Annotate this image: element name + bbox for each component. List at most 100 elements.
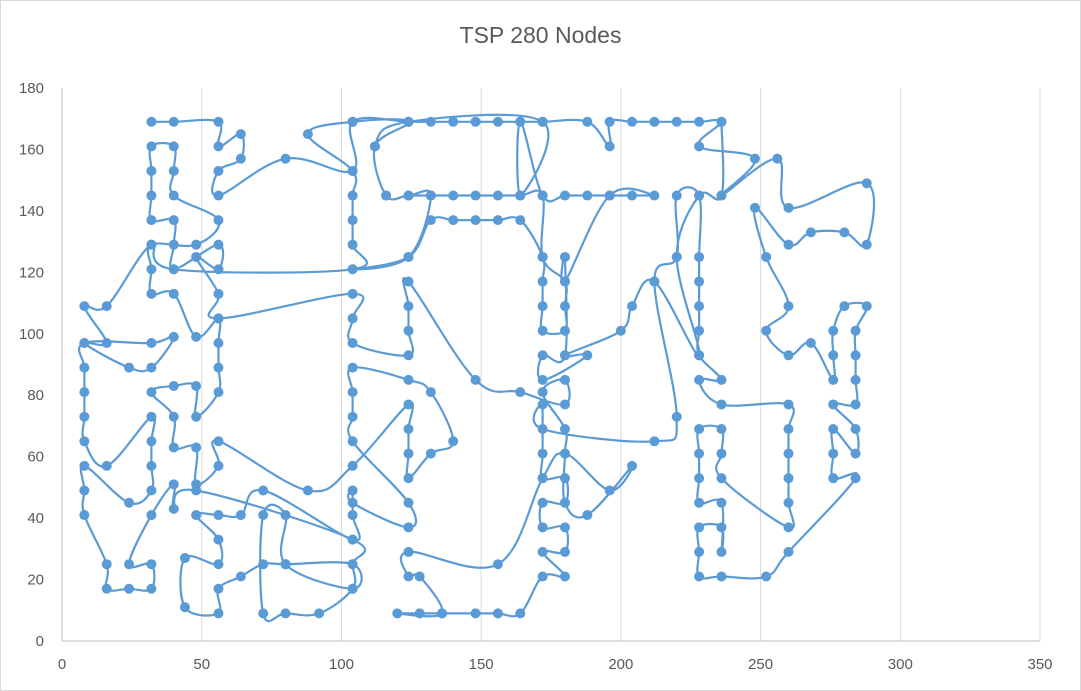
tour-node-marker — [515, 116, 526, 127]
x-tick-labels: 0 50 100 150 200 250 300 350 — [58, 656, 1053, 673]
tour-node-marker — [716, 374, 727, 385]
tour-node-marker — [191, 411, 202, 422]
tour-node-marker — [213, 436, 224, 447]
tour-node-marker — [839, 227, 850, 238]
tour-node-marker — [604, 485, 615, 496]
tour-node-marker — [716, 497, 727, 508]
tour-node-marker — [448, 116, 459, 127]
tour-node-marker — [828, 424, 839, 435]
tour-node-marker — [146, 411, 157, 422]
tour-node-marker — [470, 374, 481, 385]
tour-node-marker — [213, 608, 224, 619]
tour-node-marker — [537, 546, 548, 557]
tour-node-marker — [258, 485, 269, 496]
tour-node-marker — [403, 251, 414, 262]
tour-node-marker — [850, 350, 861, 361]
tour-node-marker — [850, 399, 861, 410]
tour-node-marker — [403, 546, 414, 557]
tour-node-marker — [403, 374, 414, 385]
tour-node-marker — [515, 608, 526, 619]
tour-node-marker — [347, 288, 358, 299]
tour-node-marker — [347, 436, 358, 447]
tour-node-marker — [604, 190, 615, 201]
tour-node-marker — [828, 325, 839, 336]
tour-node-marker — [79, 387, 90, 398]
tour-node-marker — [235, 129, 246, 140]
tour-node-marker — [559, 374, 570, 385]
axes — [61, 88, 1040, 642]
tour-series — [77, 113, 876, 623]
tour-node-marker — [191, 331, 202, 342]
tour-node-marker — [168, 442, 179, 453]
tour-node-marker — [369, 141, 380, 152]
tour-node-marker — [124, 497, 135, 508]
tour-node-marker — [146, 288, 157, 299]
tour-node-marker — [694, 473, 705, 484]
tour-node-marker — [146, 559, 157, 570]
tour-node-marker — [425, 215, 436, 226]
x-tick-label: 0 — [58, 656, 66, 673]
tour-node-marker — [694, 350, 705, 361]
x-tick-label: 50 — [193, 656, 210, 673]
tour-node-marker — [805, 227, 816, 238]
tour-node-marker — [191, 381, 202, 392]
tour-node-marker — [79, 337, 90, 348]
tour-node-marker — [716, 399, 727, 410]
tour-node-marker — [649, 116, 660, 127]
x-tick-label: 150 — [469, 656, 494, 673]
tour-node-marker — [537, 387, 548, 398]
tour-node-marker — [828, 350, 839, 361]
tour-node-marker — [347, 583, 358, 594]
tour-node-marker — [761, 251, 772, 262]
tour-node-marker — [403, 497, 414, 508]
tour-node-marker — [694, 251, 705, 262]
tour-node-marker — [347, 559, 358, 570]
tour-node-marker — [671, 251, 682, 262]
tour-node-marker — [783, 301, 794, 312]
tour-node-marker — [146, 215, 157, 226]
gridlines — [201, 88, 1041, 641]
tour-node-marker — [694, 497, 705, 508]
tour-node-marker — [168, 381, 179, 392]
tour-node-marker — [694, 424, 705, 435]
tour-node-marker — [716, 473, 727, 484]
tour-node-marker — [168, 190, 179, 201]
tour-node-marker — [146, 583, 157, 594]
tour-node-marker — [537, 399, 548, 410]
tour-node-marker — [213, 239, 224, 250]
x-tick-label: 300 — [888, 656, 913, 673]
tour-node-marker — [537, 424, 548, 435]
tour-node-marker — [559, 251, 570, 262]
tour-node-marker — [537, 571, 548, 582]
tour-node-marker — [347, 387, 358, 398]
tour-node-marker — [694, 276, 705, 287]
tour-node-marker — [694, 374, 705, 385]
tour-node-marker — [627, 460, 638, 471]
tour-node-marker — [347, 337, 358, 348]
tour-node-marker — [403, 190, 414, 201]
tour-node-marker — [168, 165, 179, 176]
tour-node-marker — [79, 436, 90, 447]
tour-node-marker — [403, 276, 414, 287]
tour-node-marker — [213, 337, 224, 348]
tour-node-marker — [179, 602, 190, 613]
tour-node-marker — [146, 165, 157, 176]
tour-node-marker — [582, 116, 593, 127]
tour-node-marker — [124, 362, 135, 373]
tour-node-marker — [805, 337, 816, 348]
tour-node-marker — [850, 448, 861, 459]
tour-node-marker — [403, 301, 414, 312]
tour-node-marker — [694, 571, 705, 582]
tour-node-marker — [783, 546, 794, 557]
tour-node-marker — [213, 583, 224, 594]
tour-node-marker — [146, 436, 157, 447]
tour-node-marker — [537, 448, 548, 459]
chart-title: TSP 280 Nodes — [459, 22, 622, 48]
tour-node-marker — [146, 116, 157, 127]
tour-node-marker — [213, 190, 224, 201]
tour-node-marker — [168, 503, 179, 514]
tour-node-marker — [492, 190, 503, 201]
tour-node-marker — [537, 301, 548, 312]
tour-node-marker — [146, 141, 157, 152]
tour-node-marker — [537, 473, 548, 484]
